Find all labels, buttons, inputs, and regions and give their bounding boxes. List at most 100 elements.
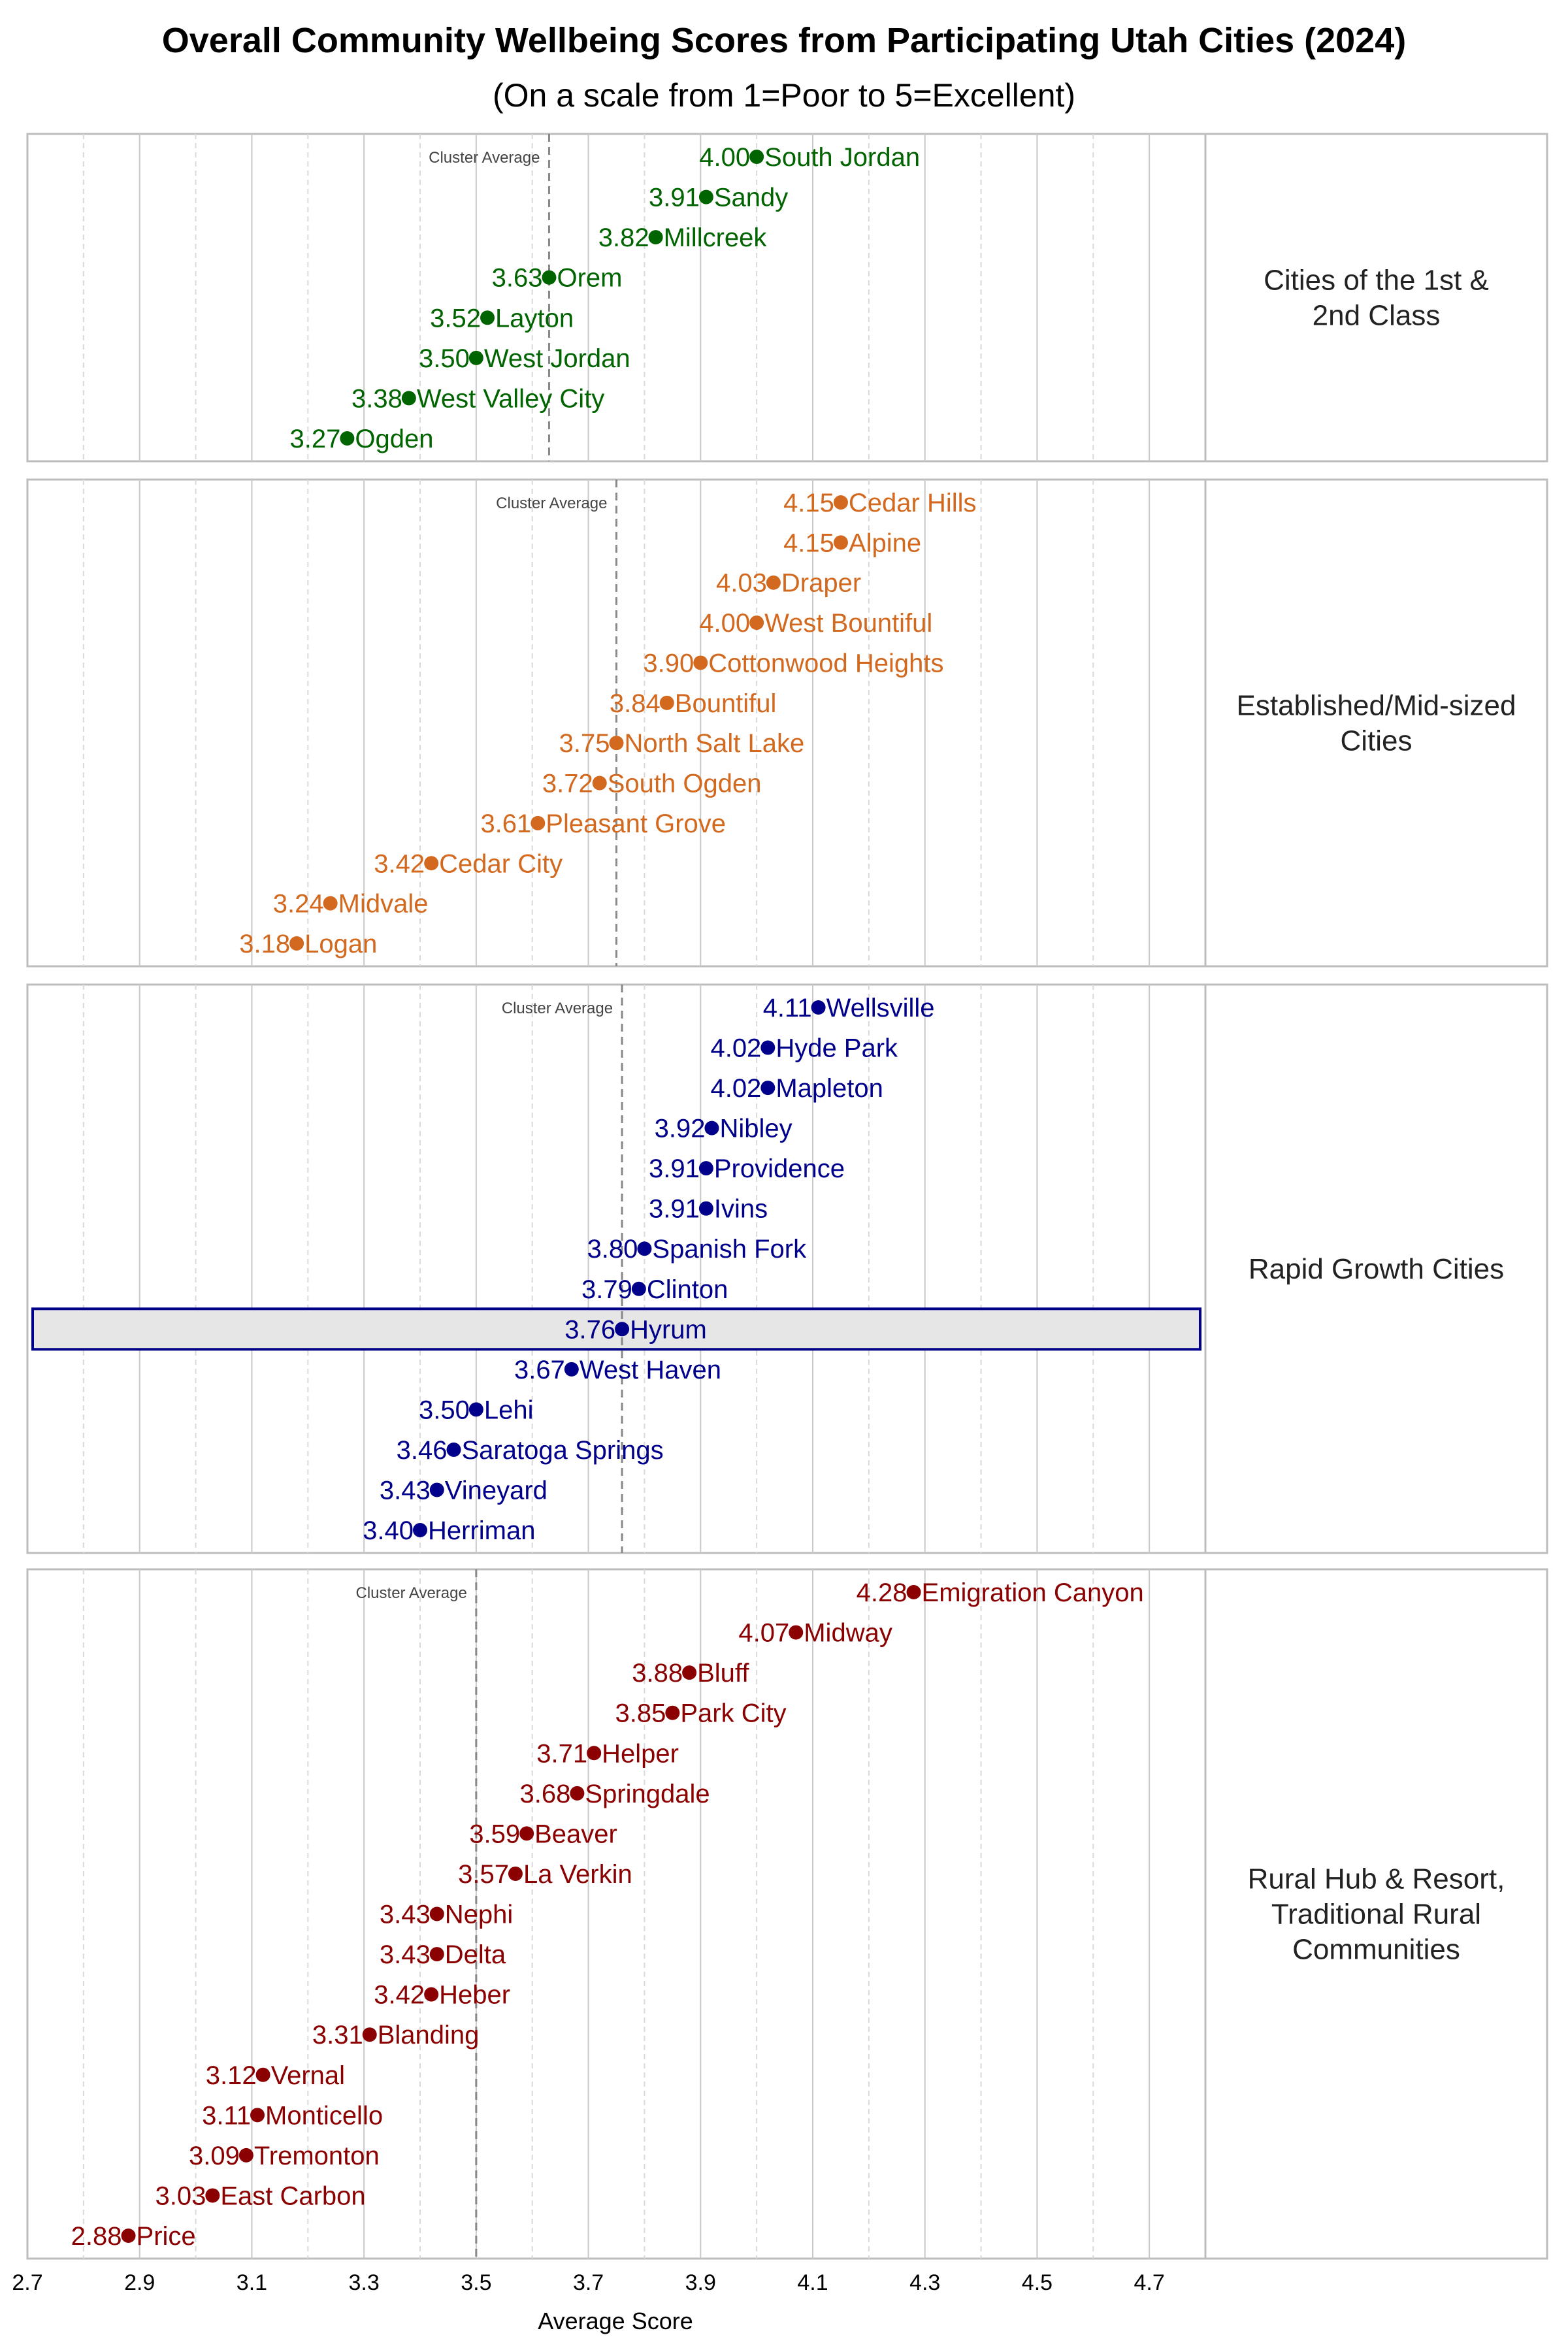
city-label: South Ogden	[608, 770, 762, 798]
cluster-average-label: Cluster Average	[429, 149, 540, 167]
value-label: 3.24	[273, 890, 324, 919]
data-point	[749, 150, 764, 164]
data-point	[789, 1625, 804, 1640]
data-point	[429, 1906, 444, 1921]
city-label: Logan	[304, 930, 377, 958]
data-point	[587, 1746, 602, 1761]
value-label: 3.71	[536, 1739, 587, 1768]
panel-label: Rural Hub & Resort,	[1248, 1863, 1505, 1895]
city-label: Hyde Park	[776, 1034, 898, 1063]
city-label: Spanish Fork	[652, 1235, 807, 1264]
x-tick-label: 3.1	[237, 2270, 267, 2295]
city-label: Wellsville	[826, 994, 935, 1022]
value-label: 4.15	[783, 529, 834, 557]
panel-label: Cities	[1340, 725, 1412, 757]
data-point	[609, 736, 624, 751]
city-label: Tremonton	[254, 2142, 380, 2170]
data-point	[323, 896, 338, 911]
city-label: Beaver	[534, 1820, 617, 1848]
city-label: Heber	[439, 1981, 510, 2010]
city-label: Monticello	[265, 2101, 383, 2130]
panel-frame	[26, 1568, 1207, 2260]
panel-label: Cities of the 1st &	[1264, 265, 1489, 297]
value-label: 3.42	[374, 849, 425, 878]
city-label: Millcreek	[664, 223, 768, 252]
data-point	[121, 2229, 136, 2243]
data-point	[665, 1705, 680, 1720]
value-label: 3.91	[649, 184, 700, 212]
data-point	[424, 1987, 439, 2002]
value-label: 3.68	[520, 1780, 571, 1808]
city-label: North Salt Lake	[625, 729, 805, 758]
facet-panel: Rural Hub & Resort, Traditional RuralComm…	[26, 1568, 1548, 2260]
data-point	[760, 1081, 776, 1096]
city-label: West Bountiful	[764, 609, 932, 638]
panel-label: Communities	[1292, 1934, 1460, 1966]
x-axis: 2.7 2.9 3.1 3.3 3.5 3.7 3.9 4.1 4.3 4.5 4.7	[12, 2270, 1164, 2295]
city-label: Sandy	[714, 184, 788, 212]
city-label: Vernal	[271, 2061, 345, 2090]
city-label: Midvale	[338, 890, 429, 919]
data-point	[531, 815, 546, 830]
x-axis-label: Average Score	[538, 2308, 693, 2334]
value-label: 3.91	[649, 1154, 700, 1183]
data-point	[637, 1241, 652, 1256]
x-tick-label: 4.7	[1134, 2270, 1165, 2295]
city-label: Nibley	[719, 1115, 792, 1143]
data-point	[468, 1402, 483, 1417]
data-point	[659, 695, 674, 710]
city-label: Helper	[602, 1739, 679, 1768]
value-label: 4.03	[716, 569, 767, 598]
value-label: 3.43	[380, 1940, 431, 1969]
panel-strip	[1204, 1568, 1548, 2260]
data-point	[906, 1585, 921, 1599]
value-label: 3.40	[363, 1516, 414, 1545]
data-point	[631, 1281, 646, 1296]
value-label: 3.31	[312, 2021, 363, 2050]
city-label: Delta	[445, 1940, 506, 1969]
data-point	[468, 350, 483, 365]
city-label: Nephi	[445, 1901, 514, 1929]
city-label: Alpine	[849, 529, 921, 557]
value-label: 3.50	[419, 344, 470, 373]
city-label: Draper	[781, 569, 861, 598]
data-point	[340, 431, 355, 446]
x-tick-label: 3.9	[685, 2270, 716, 2295]
data-point	[446, 1442, 461, 1457]
value-label: 3.82	[598, 223, 649, 252]
facet-panel: Cities of the 1st &2nd Class Cluster Aver…	[26, 133, 1548, 463]
city-label: Orem	[557, 264, 622, 293]
panel-frame	[26, 133, 1207, 463]
value-label: 3.92	[655, 1115, 706, 1143]
city-label: Vineyard	[445, 1476, 547, 1505]
city-label: Price	[137, 2222, 196, 2251]
x-tick-label: 3.7	[573, 2270, 604, 2295]
data-point	[833, 495, 848, 510]
value-label: 3.91	[649, 1195, 700, 1224]
value-label: 4.00	[699, 609, 750, 638]
city-label: Park City	[680, 1699, 786, 1728]
data-point	[480, 310, 495, 325]
data-point	[429, 1947, 444, 1962]
data-point	[289, 936, 304, 951]
city-label: Saratoga Springs	[462, 1436, 664, 1465]
x-tick-label: 3.5	[461, 2270, 491, 2295]
data-point	[429, 1482, 444, 1497]
value-label: 3.88	[632, 1659, 683, 1688]
city-label: Providence	[714, 1154, 845, 1183]
data-point	[570, 1786, 585, 1801]
data-point	[508, 1866, 523, 1881]
value-label: 3.57	[458, 1860, 509, 1889]
value-label: 3.43	[380, 1476, 431, 1505]
value-label: 3.46	[397, 1436, 448, 1465]
value-label: 3.59	[469, 1820, 520, 1848]
data-point	[693, 655, 708, 670]
panel-label: 2nd Class	[1313, 300, 1441, 332]
city-label: Cedar City	[439, 849, 563, 878]
value-label: 3.72	[542, 770, 593, 798]
data-point	[760, 1040, 776, 1055]
city-label: Clinton	[647, 1275, 728, 1304]
city-label: Lehi	[484, 1396, 534, 1424]
x-tick-label: 4.1	[797, 2270, 828, 2295]
